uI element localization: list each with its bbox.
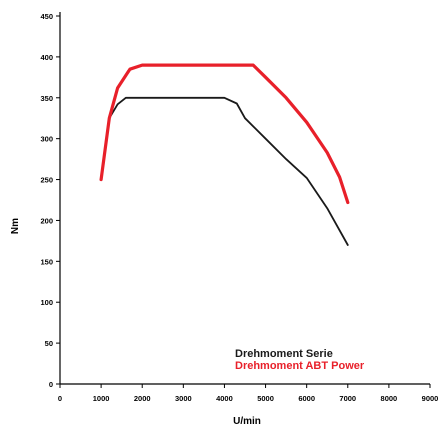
y-axis: 0 50 100 150 200 250 300 350 400 450 (40, 12, 61, 389)
x-tick-label: 2000 (134, 394, 151, 403)
y-tick-label: 200 (40, 216, 53, 225)
y-axis-title: Nm (10, 218, 21, 234)
x-tick-label: 8000 (381, 394, 398, 403)
x-tick-label: 6000 (298, 394, 315, 403)
series-line-serie (100, 96, 349, 246)
series-layer (99, 63, 350, 246)
x-tick-label: 3000 (175, 394, 192, 403)
x-tick-label: 1000 (93, 394, 110, 403)
y-tick-label: 250 (40, 176, 53, 185)
x-tick-label: 7000 (339, 394, 356, 403)
y-tick-label: 350 (40, 94, 53, 103)
y-tick-label: 150 (40, 257, 53, 266)
legend-entry: Drehmoment Serie (235, 348, 333, 360)
y-tick-label: 50 (45, 339, 53, 348)
x-tick-label: 9000 (422, 394, 439, 403)
x-tick-label: 5000 (257, 394, 274, 403)
x-tick-label: 4000 (216, 394, 233, 403)
y-tick-label: 300 (40, 135, 53, 144)
x-axis: 0 1000 2000 3000 4000 5000 6000 7000 8000 9000 (58, 383, 439, 403)
y-tick-label: 100 (40, 298, 53, 307)
legend-entry: Drehmoment ABT Power (235, 360, 365, 372)
y-tick-label: 0 (49, 380, 53, 389)
x-tick-label: 0 (58, 394, 62, 403)
y-tick-label: 450 (40, 12, 53, 21)
series-line-abt-power (99, 63, 350, 205)
x-axis-title: U/min (233, 416, 261, 427)
y-tick-label: 400 (40, 53, 53, 62)
